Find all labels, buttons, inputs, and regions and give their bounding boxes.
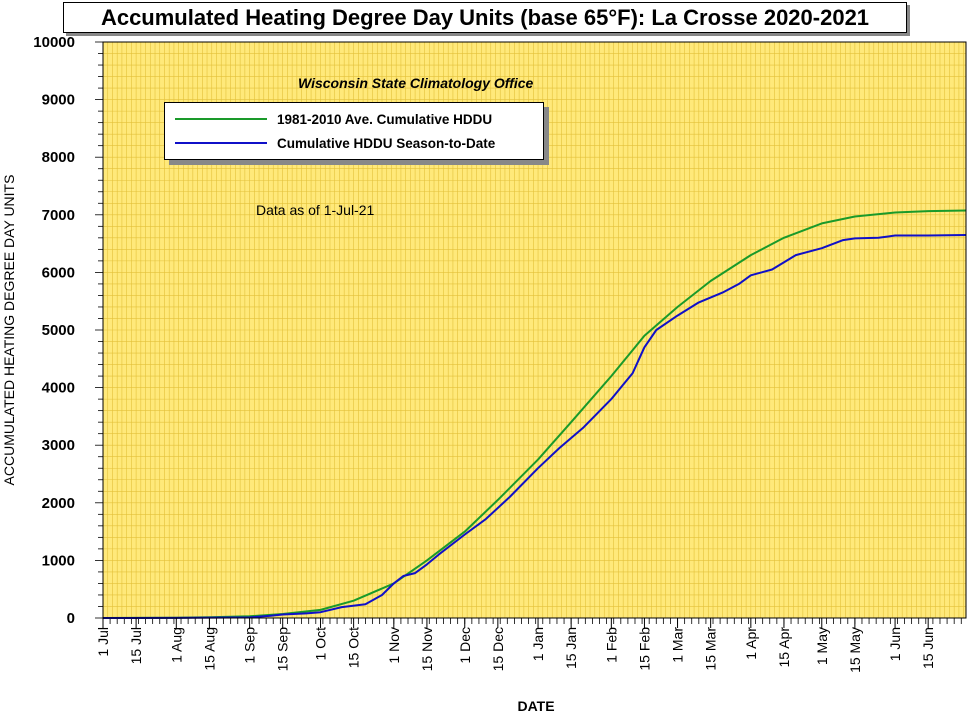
x-tick-label: 1 Sep (242, 627, 258, 664)
x-tick-label: 15 Nov (419, 627, 435, 671)
x-tick-label: 1 May (814, 627, 830, 665)
x-tick-label: 1 Jun (887, 627, 903, 661)
series (102, 209, 967, 619)
x-tick-label: 15 May (847, 627, 863, 673)
series-line-season (102, 234, 967, 619)
x-tick-label: 15 Mar (703, 627, 719, 671)
x-tick-label: 15 Apr (776, 627, 792, 668)
y-tick-label: 9000 (42, 92, 75, 109)
x-tick-label: 1 Apr (743, 627, 759, 660)
y-tick-label: 1000 (42, 552, 75, 569)
chart-subtitle: Wisconsin State Climatology Office (298, 75, 534, 91)
x-tick-labels: 1 Jul 15 Jul 1 Aug 15 Aug 1 Sep 15 Sep 1 Oct 15… (95, 618, 936, 673)
x-tick-label: 15 Jul (128, 627, 144, 664)
x-tick-label: 1 Oct (313, 627, 329, 661)
x-tick-label: 1 Feb (603, 627, 619, 663)
plot-frame (102, 41, 967, 619)
x-tick-label: 15 Aug (201, 627, 217, 671)
y-tick-label: 5000 (42, 322, 75, 339)
legend-label-season: Cumulative HDDU Season-to-Date (277, 135, 496, 151)
x-tick-label: 1 Mar (670, 627, 686, 663)
data-date-note: Data as of 1-Jul-21 (256, 202, 375, 218)
y-tick-label: 3000 (42, 437, 75, 454)
x-tick-label: 1 Nov (386, 627, 402, 664)
y-axis-title: ACCUMULATED HEATING DEGREE DAY UNITS (1, 174, 17, 486)
x-axis-title: DATE (517, 698, 555, 714)
legend-swatch-average (175, 118, 267, 120)
y-tick-label: 4000 (42, 380, 75, 397)
y-tick-label: 2000 (42, 495, 75, 512)
x-tick-label: 15 Jan (563, 627, 579, 669)
y-tick-label: 10000 (33, 34, 75, 51)
y-tick-label: 0 (67, 610, 75, 627)
minor-ticks (95, 41, 962, 624)
x-tick-label: 1 Dec (457, 627, 473, 664)
legend-label-average: 1981-2010 Ave. Cumulative HDDU (277, 111, 493, 127)
x-tick-label: 1 Jul (95, 627, 111, 657)
y-tick-label: 6000 (42, 264, 75, 281)
x-tick-label: 1 Aug (168, 627, 184, 663)
x-tick-label: 15 Oct (346, 627, 362, 668)
legend-item-season: Cumulative HDDU Season-to-Date (175, 133, 495, 153)
x-tick-label: 15 Jun (920, 627, 936, 669)
y-tick-labels: 0 1000 2000 3000 4000 5000 6000 7000 8000 9000 100… (33, 34, 75, 627)
y-tick-label: 8000 (42, 149, 75, 166)
x-tick-label: 15 Sep (275, 627, 291, 672)
grid (103, 42, 966, 618)
chart-title: Accumulated Heating Degree Day Units (ba… (63, 2, 907, 33)
legend-item-average: 1981-2010 Ave. Cumulative HDDU (175, 109, 492, 129)
x-tick-label: 15 Dec (490, 627, 506, 671)
x-tick-label: 15 Feb (636, 627, 652, 671)
x-tick-label: 1 Jan (530, 627, 546, 661)
legend-swatch-season (175, 142, 267, 144)
y-tick-label: 7000 (42, 207, 75, 224)
legend: 1981-2010 Ave. Cumulative HDDU Cumulativ… (164, 102, 544, 160)
